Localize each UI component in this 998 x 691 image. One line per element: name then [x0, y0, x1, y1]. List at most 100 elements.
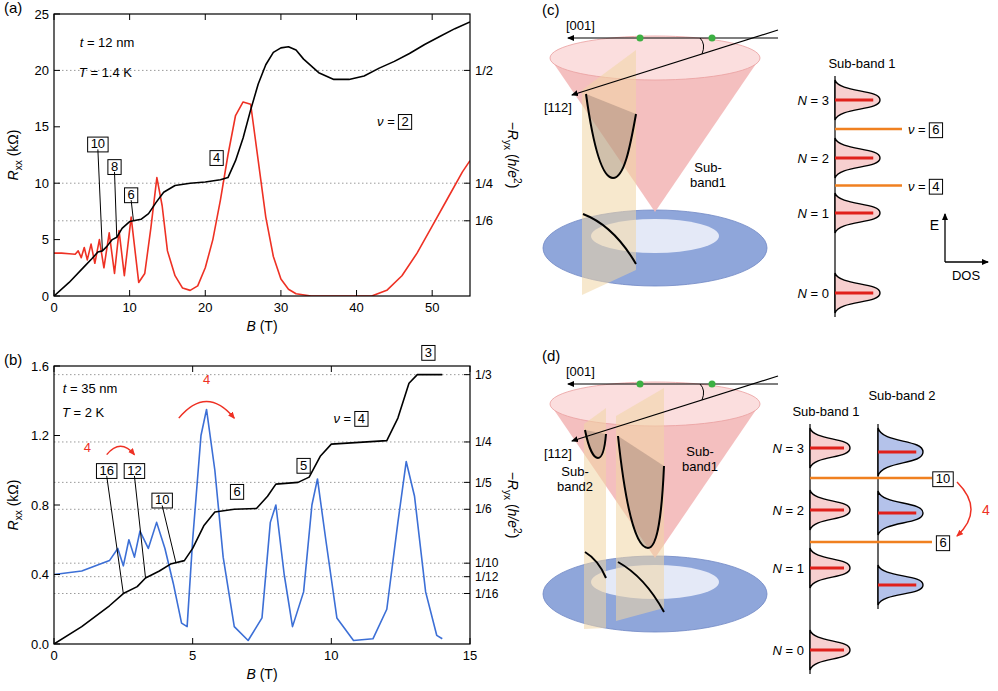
text-run: 6 [233, 484, 240, 499]
y2-tick [464, 183, 470, 184]
label-body: ν = 2 [377, 114, 412, 130]
x-tick [356, 14, 357, 20]
landau-level-center [835, 99, 873, 102]
landau-level-center [810, 447, 844, 450]
y-tick [54, 505, 60, 506]
band-label: Sub-band2 [557, 464, 593, 494]
label-body: 10 [933, 471, 953, 487]
label-body: N = 3 [773, 441, 804, 456]
label-body: 4 [84, 440, 91, 455]
plot-area [54, 22, 470, 296]
text-run: 8 [111, 159, 118, 174]
text-run: − [505, 472, 521, 480]
x-tick-label: 15 [463, 648, 477, 663]
label-box [936, 536, 949, 551]
label-box [124, 464, 144, 479]
y2-tick [464, 374, 470, 375]
valence-dispersion [583, 214, 636, 264]
label-box [108, 160, 121, 175]
y-tick [54, 126, 60, 127]
landau-level-center [835, 212, 873, 215]
text-run: xx [13, 160, 24, 170]
y2-axis-title: −Ryx (h/e2) [502, 472, 523, 539]
y-tick-label: 1.2 [31, 428, 49, 443]
figure: 0102030405005101520251/21/41/6B (T)Rxx (… [0, 0, 998, 691]
plot-frame [54, 366, 470, 644]
level-label: N = 3 [798, 93, 829, 108]
dos-arrow [945, 261, 988, 262]
subband-dispersion [586, 94, 636, 178]
x-tick-label: 20 [198, 300, 212, 315]
y2-tick [464, 509, 470, 510]
annotation: 16 [96, 463, 116, 479]
series-line [54, 22, 470, 296]
label-box [355, 411, 368, 426]
y-tick [54, 183, 60, 184]
text-run: 4 [932, 179, 939, 194]
dos-header: Sub-band 2 [868, 388, 935, 403]
landau-level [878, 491, 923, 535]
label-box [152, 493, 172, 508]
gap-label: 6 [936, 535, 949, 551]
label-box [125, 188, 138, 203]
leader-line [162, 505, 176, 563]
text-run: = 12 nm [83, 35, 134, 50]
y-tick-label: 5 [42, 232, 49, 247]
y-tick-label: 15 [35, 119, 49, 134]
label-body: Rxx (kΩ) [5, 480, 24, 531]
grid-line [54, 482, 470, 483]
valence-dispersion [618, 562, 664, 612]
y-axis-title: Rxx (kΩ) [5, 480, 24, 531]
landau-level [835, 273, 880, 313]
fermi-gap-line [810, 477, 932, 480]
landau-level [810, 490, 850, 530]
leader-line [115, 172, 117, 237]
y2-tick-label: 1/6 [475, 213, 493, 228]
dos-header: Sub-band 1 [828, 56, 895, 71]
label-body: 6 [125, 187, 138, 203]
dos-label: DOS [952, 268, 981, 283]
y2-tick-label: 1/4 [475, 435, 492, 449]
label-body: 6 [230, 484, 243, 500]
text-run: B [246, 666, 255, 682]
text-run: = [340, 411, 355, 426]
text-run: ) [505, 534, 521, 539]
x-tick-label: 40 [349, 300, 363, 315]
landau-level-center [810, 509, 844, 512]
y-tick [54, 296, 60, 297]
annotation: 8 [108, 159, 121, 175]
x-tick [54, 638, 55, 644]
y-tick [54, 14, 60, 15]
text-run: ( [505, 500, 521, 509]
label-body: T = 1.4 K [79, 65, 132, 80]
x-tick [331, 366, 332, 372]
y-tick [54, 574, 60, 575]
landau-level-center [878, 512, 916, 515]
landau-level-center [878, 584, 916, 587]
band-label: Sub-band1 [682, 444, 718, 474]
text-run: 4 [358, 411, 365, 426]
label-body: B (T) [246, 666, 277, 682]
x-tick [470, 638, 471, 644]
y2-tick [464, 593, 470, 594]
landau-level [878, 428, 923, 476]
text-run: 10 [155, 492, 169, 507]
x-tick [192, 366, 193, 372]
y2-axis-title: −Ryx (h/e2) [502, 122, 523, 189]
angle-arc [700, 38, 704, 54]
text-run: 4 [213, 150, 220, 165]
lower-cone [543, 210, 767, 286]
label-body: T = 2 K [62, 405, 105, 420]
label-body: t = 12 nm [80, 35, 135, 50]
label-body: N = 3 [798, 93, 829, 108]
text-run: 4 [203, 372, 210, 387]
angle-arc [700, 384, 704, 400]
text-run: (T) [256, 666, 278, 682]
annotation: 6 [125, 187, 138, 203]
label-box [929, 179, 942, 194]
energy-label: E [930, 217, 939, 233]
direction-axis [568, 383, 778, 384]
y2-tick-label: 1/12 [475, 570, 499, 584]
text-run: (kΩ) [5, 130, 21, 161]
cut-plane [616, 388, 664, 621]
